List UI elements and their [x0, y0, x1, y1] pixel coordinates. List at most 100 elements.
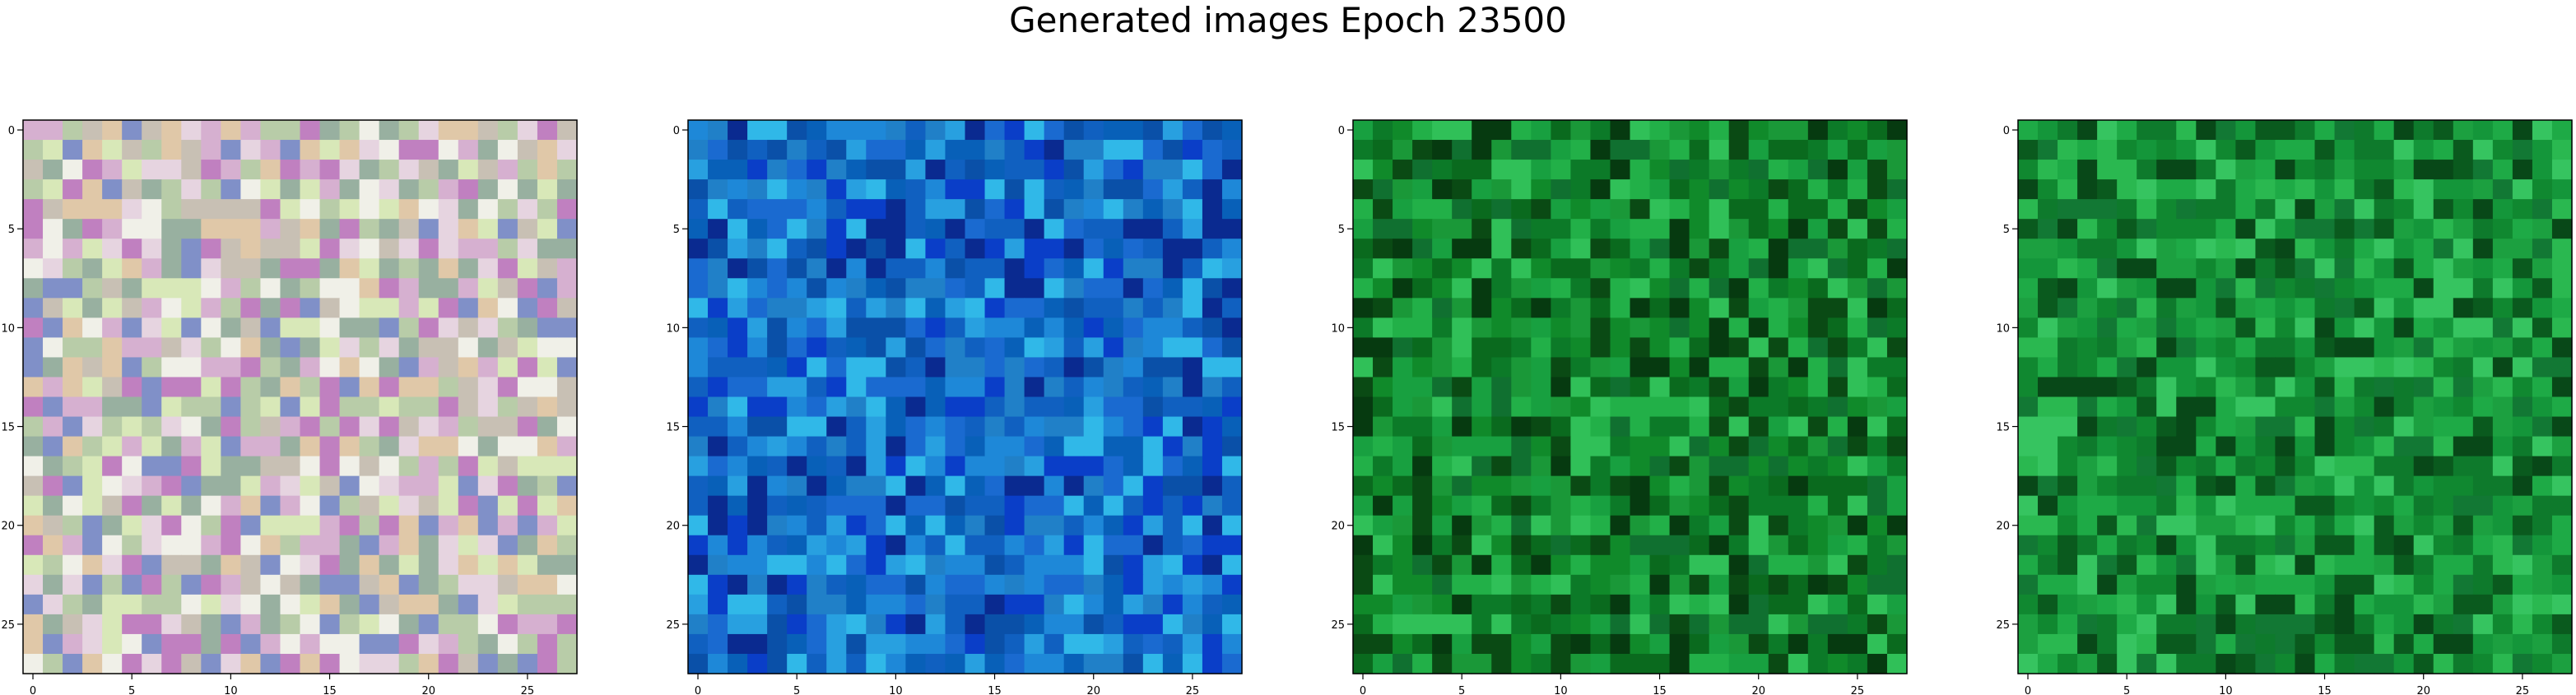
heatmap-cell: [438, 120, 459, 141]
heatmap-cell: [1728, 179, 1750, 200]
heatmap-cell: [1142, 120, 1164, 141]
heatmap-cell: [1004, 337, 1025, 359]
heatmap-cell: [280, 436, 301, 457]
heatmap-cell: [945, 357, 966, 378]
heatmap-cell: [142, 594, 162, 615]
heatmap-cell: [319, 475, 341, 497]
heatmap-cell: [1373, 317, 1393, 338]
heatmap-cell: [319, 337, 341, 359]
heatmap-cell: [886, 416, 906, 438]
heatmap-cell: [1709, 475, 1730, 497]
heatmap-cell: [240, 120, 262, 141]
heatmap-cell: [1847, 535, 1868, 556]
heatmap-cell: [1083, 199, 1104, 220]
x-tick-label: 10: [224, 685, 238, 695]
heatmap-cell: [1123, 535, 1144, 556]
heatmap-cell: [1768, 495, 1789, 517]
heatmap-cell: [201, 160, 221, 180]
heatmap-cell: [122, 436, 142, 457]
heatmap-cell: [319, 515, 341, 536]
heatmap-cell: [1353, 574, 1374, 595]
heatmap-cell: [2196, 160, 2216, 180]
heatmap-cell: [339, 179, 360, 200]
heatmap-cell: [23, 475, 44, 497]
heatmap-cell: [866, 199, 886, 220]
heatmap-cell: [23, 298, 44, 318]
heatmap-cell: [1004, 495, 1025, 517]
heatmap-cell: [2275, 396, 2296, 418]
heatmap-cell: [1472, 574, 1492, 595]
heatmap-cell: [82, 614, 103, 635]
heatmap-cell: [142, 574, 162, 595]
heatmap-cell: [2018, 653, 2039, 674]
heatmap-cell: [2512, 594, 2533, 615]
heatmap-cell: [477, 278, 499, 299]
heatmap-cell: [2433, 554, 2454, 576]
heatmap-cell: [1669, 475, 1690, 497]
heatmap-cell: [1083, 219, 1104, 239]
heatmap-cell: [1788, 278, 1809, 299]
heatmap-cell: [1669, 515, 1690, 536]
heatmap-cell: [1491, 239, 1512, 259]
heatmap-cell: [1886, 179, 1908, 200]
heatmap-cell: [925, 278, 946, 299]
heatmap-cell: [2551, 219, 2573, 239]
heatmap-cell: [1689, 633, 1710, 655]
heatmap-cell: [787, 495, 807, 517]
heatmap-cell: [537, 239, 558, 259]
heatmap-cell: [2176, 396, 2197, 418]
heatmap-cell: [1353, 594, 1374, 615]
heatmap-cell: [537, 140, 558, 160]
heatmap-cell: [379, 239, 400, 259]
heatmap-cell: [1491, 179, 1512, 200]
heatmap-cell: [1649, 298, 1671, 318]
heatmap-cell: [2492, 199, 2513, 220]
heatmap-cell: [1610, 239, 1631, 259]
heatmap-cell: [142, 337, 162, 359]
heatmap-cell: [477, 298, 499, 318]
heatmap-cell: [1847, 337, 1868, 359]
heatmap-cell: [1412, 515, 1433, 536]
heatmap-cell: [1491, 535, 1512, 556]
heatmap-cell: [1867, 633, 1888, 655]
heatmap-cell: [2295, 456, 2316, 477]
heatmap-cell: [517, 278, 538, 299]
heatmap-cell: [708, 258, 728, 279]
heatmap-cell: [866, 179, 886, 200]
heatmap-cell: [1788, 574, 1809, 595]
heatmap-cell: [379, 594, 400, 615]
heatmap-cell: [1669, 574, 1690, 595]
heatmap-cell: [537, 515, 558, 536]
heatmap-cell: [2393, 258, 2415, 279]
heatmap-cell: [300, 436, 321, 457]
heatmap-cell: [63, 337, 83, 359]
heatmap-cell: [1123, 554, 1144, 576]
heatmap-cell: [925, 653, 946, 674]
heatmap-cell: [1182, 258, 1203, 279]
heatmap-cell: [240, 278, 262, 299]
heatmap-cell: [1412, 614, 1433, 635]
heatmap-cell: [142, 179, 162, 200]
heatmap-cell: [688, 160, 709, 180]
heatmap-cell: [142, 219, 162, 239]
heatmap-cell: [2492, 357, 2513, 378]
heatmap-cell: [379, 436, 400, 457]
heatmap-cell: [221, 357, 241, 378]
heatmap-cell: [537, 278, 558, 299]
heatmap-cell: [517, 594, 538, 615]
heatmap-cell: [2196, 574, 2216, 595]
heatmap-cell: [1728, 475, 1750, 497]
heatmap-cell: [2038, 574, 2058, 595]
heatmap-cell: [807, 357, 827, 378]
heatmap-cell: [1709, 436, 1730, 457]
heatmap-cell: [2235, 298, 2257, 318]
heatmap-cell: [280, 337, 301, 359]
heatmap-cell: [767, 120, 788, 141]
heatmap-cell: [1432, 120, 1453, 141]
heatmap-cell: [1373, 377, 1393, 398]
heatmap-cell: [905, 574, 927, 595]
heatmap-cell: [477, 594, 499, 615]
heatmap-cell: [708, 160, 728, 180]
heatmap-cell: [181, 574, 202, 595]
heatmap-cell: [1162, 357, 1183, 378]
